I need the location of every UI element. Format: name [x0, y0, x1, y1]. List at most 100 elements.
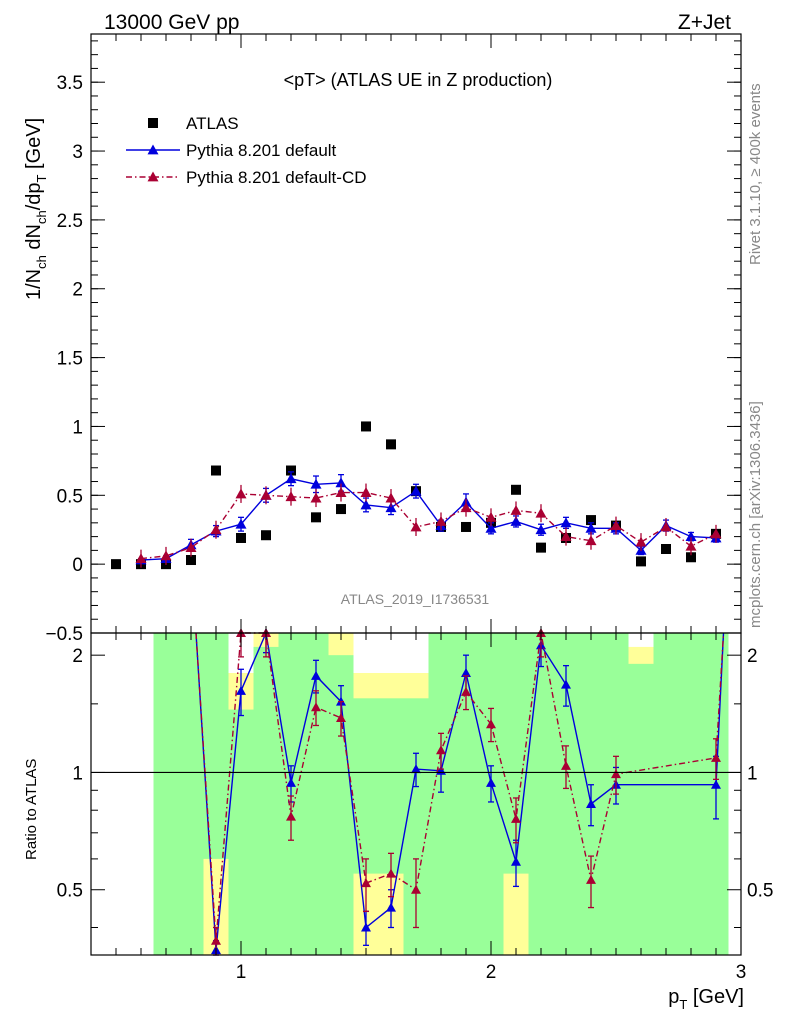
legend-marker [147, 171, 159, 182]
x-tick-label: 3 [736, 962, 747, 983]
data-point [486, 719, 496, 729]
data-point [685, 540, 697, 551]
y-tick-label: 0 [72, 555, 83, 576]
data-point [310, 478, 322, 489]
ratio-y-axis-label: Ratio to ATLAS [23, 759, 40, 860]
header-right: Z+Jet [678, 11, 731, 34]
data-point [385, 492, 397, 503]
ratio-series-2 [195, 628, 725, 956]
series-line [140, 491, 717, 560]
data-point [311, 512, 321, 523]
data-point [485, 522, 497, 533]
data-point [610, 520, 622, 530]
ratio-y-tick-label: 1 [72, 763, 83, 784]
legend-label: Pythia 8.201 default-CD [186, 168, 367, 187]
data-point [311, 670, 321, 680]
data-point [286, 811, 296, 821]
data-point [660, 521, 672, 532]
ratio-band-green [178, 633, 204, 955]
data-point [286, 465, 296, 476]
legend: ATLAS Pythia 8.201 default Pythia 8.201 de… [126, 114, 367, 187]
legend-marker [148, 118, 158, 128]
legend-entry-3: Pythia 8.201 default-CD [126, 168, 367, 187]
data-point [311, 702, 321, 712]
data-point [536, 542, 546, 553]
y-tick-label: 1.5 [57, 349, 83, 370]
ratio-band-green [653, 633, 679, 955]
y-tick-label: 2.5 [57, 211, 83, 232]
data-point [111, 559, 121, 570]
data-point [411, 764, 421, 774]
svg-text:pT [GeV]: pT [GeV] [668, 986, 744, 1012]
data-point [710, 528, 722, 539]
ratio-plot-area [195, 628, 725, 956]
ratio-y-tick-label-right: 0.5 [747, 881, 773, 902]
data-point [211, 935, 221, 945]
data-point [335, 487, 347, 497]
data-point [711, 752, 721, 762]
ratio-y-tick-label-right: 1 [747, 763, 758, 784]
data-point [410, 521, 422, 532]
ratio-band-green [528, 633, 554, 955]
mcplots-label: mcplots.cern.ch [arXiv:1306.3436] [747, 401, 764, 628]
data-point [261, 530, 271, 541]
legend-entry-2: Pythia 8.201 default [126, 141, 337, 160]
data-point [361, 922, 371, 932]
data-point [561, 760, 571, 770]
data-point [511, 484, 521, 495]
data-point [461, 667, 471, 677]
data-point [460, 502, 472, 513]
main-plot-title: <pT> (ATLAS UE in Z production) [284, 70, 553, 90]
data-point [160, 550, 172, 561]
axes: −0.5 0 0.5 1 1.5 2 2.5 3 3.5 0.5 0.5 1 1 2 2 1 2 3 [45, 33, 773, 983]
data-point [186, 555, 196, 566]
series-line [140, 478, 717, 561]
data-point [335, 477, 347, 488]
svg-text:1/Nch dNch/dpT [GeV]: 1/Nch dNch/dpT [GeV] [23, 118, 49, 300]
legend-label: Pythia 8.201 default [186, 141, 337, 160]
data-point [686, 552, 696, 563]
data-point [236, 685, 246, 695]
header-left: 13000 GeV pp [104, 11, 239, 34]
ratio-uncertainty-bands [153, 633, 729, 955]
data-point [535, 507, 547, 518]
ratio-y-tick-label: 0.5 [57, 881, 83, 902]
data-point [511, 813, 521, 823]
data-point [385, 502, 397, 513]
data-point [386, 868, 396, 878]
y-tick-label: 3 [72, 142, 83, 163]
y-tick-label: 2 [72, 280, 83, 301]
data-point [510, 504, 522, 515]
ratio-band-green [628, 663, 654, 955]
ratio-band-green [228, 709, 254, 955]
main-series-3 [135, 483, 722, 568]
main-y-axis-label: 1/Nch dNch/dpT [GeV] [23, 118, 49, 300]
data-point [285, 473, 297, 484]
data-point [510, 515, 522, 526]
ratio-y-tick-label-right: 2 [747, 646, 758, 667]
ratio-band-green [428, 633, 454, 955]
data-point [210, 524, 222, 535]
data-point [360, 487, 372, 497]
data-point [711, 779, 721, 789]
data-point [285, 491, 297, 502]
data-point [235, 488, 247, 499]
y-tick-label: 3.5 [57, 73, 83, 94]
y-tick-label: 1 [72, 417, 83, 438]
data-point [336, 712, 346, 722]
data-point [235, 518, 247, 529]
data-point [585, 535, 597, 546]
data-point [511, 856, 521, 866]
x-tick-label: 1 [236, 962, 247, 983]
data-point [561, 679, 571, 689]
data-point [361, 421, 371, 432]
data-point [386, 439, 396, 450]
data-point [436, 745, 446, 755]
data-point [286, 777, 296, 787]
y-tick-label: −0.5 [45, 624, 83, 645]
data-point [386, 902, 396, 912]
ratio-y-tick-label: 2 [72, 646, 83, 667]
data-point [485, 511, 497, 522]
data-point [535, 524, 547, 535]
